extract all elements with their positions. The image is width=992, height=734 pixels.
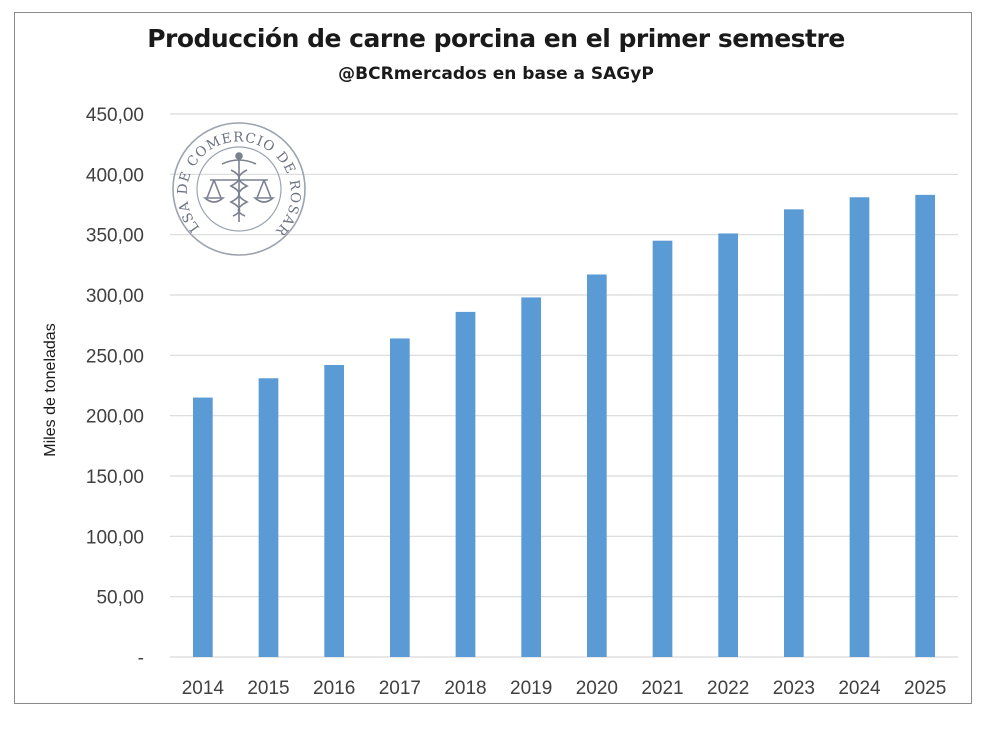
y-axis-label: Miles de toneladas xyxy=(42,323,59,456)
x-tick-label: 2017 xyxy=(379,678,421,699)
chart-title: Producción de carne porcina en el primer… xyxy=(147,24,845,53)
bar-2021 xyxy=(652,240,673,657)
y-tick-label: 100,00 xyxy=(86,527,144,548)
x-tick-label: 2025 xyxy=(904,678,946,699)
y-tick-label: 400,00 xyxy=(86,165,144,186)
y-tick-labels: - 50,00 100,00 150,00 200,00 250,00 300,00 350,… xyxy=(86,105,144,669)
chart-subtitle: @BCRmercados en base a SAGyP xyxy=(338,64,654,84)
x-tick-label: 2022 xyxy=(707,678,749,699)
seal-text: BOLSA DE COMERCIO DE ROSARIO xyxy=(0,0,303,239)
x-tick-labels: 2014 2015 2016 2017 2018 2019 2020 2021 2022 2023… xyxy=(182,678,947,699)
x-tick-label: 2018 xyxy=(444,678,486,699)
y-tick-label: 150,00 xyxy=(86,467,144,488)
bar-2016 xyxy=(324,364,345,657)
y-tick-label: 350,00 xyxy=(86,226,144,247)
bar-2017 xyxy=(389,338,410,657)
x-tick-label: 2019 xyxy=(510,678,552,699)
y-tick-label: 300,00 xyxy=(86,286,144,307)
bar-2025 xyxy=(915,194,936,657)
x-tick-label: 2014 xyxy=(182,678,225,699)
y-tick-label: - xyxy=(138,648,144,669)
x-tick-label: 2024 xyxy=(838,678,881,699)
bar-series xyxy=(192,194,936,657)
y-tick-label: 250,00 xyxy=(86,346,144,367)
y-tick-label: 50,00 xyxy=(96,588,144,609)
x-tick-label: 2021 xyxy=(641,678,683,699)
x-tick-label: 2020 xyxy=(576,678,618,699)
bar-2022 xyxy=(718,233,739,657)
y-tick-label: 450,00 xyxy=(86,105,144,126)
bar-2014 xyxy=(192,397,213,657)
gridlines xyxy=(170,113,958,658)
bar-2023 xyxy=(783,209,804,657)
x-tick-label: 2016 xyxy=(313,678,355,699)
bar-2024 xyxy=(849,197,870,657)
y-tick-label: 200,00 xyxy=(86,407,144,428)
bar-2020 xyxy=(586,274,607,657)
bar-2015 xyxy=(258,378,279,657)
caduceus-scales-icon xyxy=(202,152,276,222)
bar-2019 xyxy=(521,297,542,657)
bcr-seal-watermark: BOLSA DE COMERCIO DE ROSARIO xyxy=(0,0,306,256)
bar-2018 xyxy=(455,311,476,657)
x-tick-label: 2023 xyxy=(773,678,815,699)
x-tick-label: 2015 xyxy=(247,678,289,699)
chart-frame xyxy=(14,12,972,704)
